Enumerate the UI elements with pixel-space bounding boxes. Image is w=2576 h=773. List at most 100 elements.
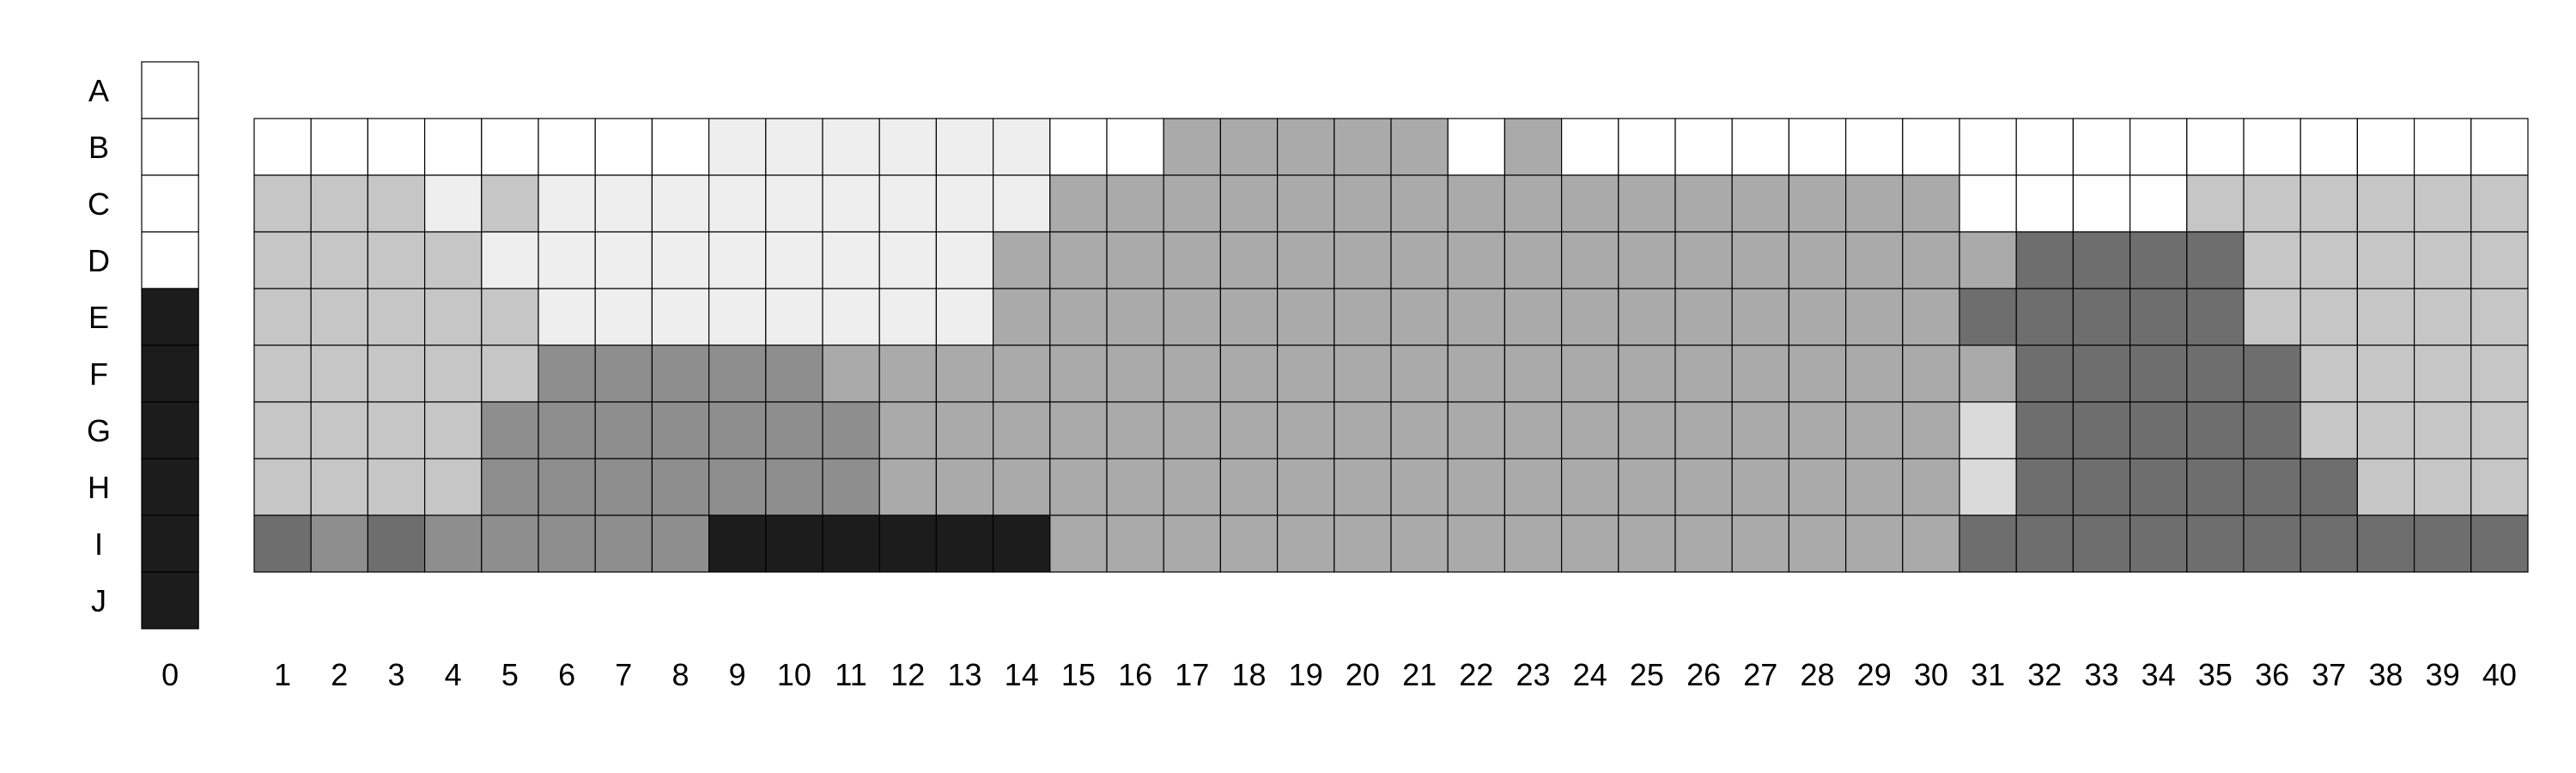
heatmap-cell-G-5	[481, 401, 539, 460]
column-label-14: 14	[1005, 657, 1039, 692]
heatmap-cell-G-32	[2015, 401, 2074, 460]
heatmap-cell-G-16	[1106, 401, 1164, 460]
column-label-16: 16	[1118, 657, 1152, 692]
heatmap-cell-C-23	[1504, 174, 1563, 233]
heatmap-cell-D-8	[651, 231, 710, 289]
heatmap-cell-E-12	[878, 288, 937, 346]
heatmap-cell-F-15	[1049, 344, 1108, 403]
heatmap-cell-I-40	[2470, 514, 2529, 573]
heatmap-cell-E-25	[1618, 288, 1676, 346]
heatmap-cell-B-1	[253, 118, 312, 176]
heatmap-cell-G-6	[538, 401, 596, 460]
heatmap-cell-G-13	[935, 401, 994, 460]
heatmap-cell-D-26	[1674, 231, 1733, 289]
heatmap-cell-E-11	[822, 288, 880, 346]
heatmap-cell-F-11	[822, 344, 880, 403]
heatmap-cell-F-23	[1504, 344, 1563, 403]
column-label-36: 36	[2255, 657, 2289, 692]
heatmap-cell-E-8	[651, 288, 710, 346]
heatmap-cell-B-28	[1788, 118, 1847, 176]
heatmap-cell-F-34	[2129, 344, 2188, 403]
heatmap-cell-D-13	[935, 231, 994, 289]
row-label-C: C	[88, 186, 110, 222]
heatmap-cell-I-3	[367, 514, 426, 573]
heatmap-cell-I-34	[2129, 514, 2188, 573]
heatmap-cell-E-28	[1788, 288, 1847, 346]
row-label-H: H	[88, 470, 110, 505]
heatmap-cell-H-3	[367, 458, 426, 516]
heatmap-cell-H-29	[1845, 458, 1904, 516]
heatmap-cell-F-17	[1163, 344, 1221, 403]
heatmap-cell-I-24	[1560, 514, 1619, 573]
heatmap-cell-D-17	[1163, 231, 1221, 289]
heatmap-cell-E-36	[2243, 288, 2301, 346]
heatmap-cell-B-39	[2414, 118, 2472, 176]
column-label-10: 10	[777, 657, 811, 692]
heatmap-cell-D-31	[1959, 231, 2017, 289]
heatmap-cell-D-18	[1219, 231, 1279, 289]
heatmap-cell-D-9	[708, 231, 767, 289]
heatmap-cell-B-3	[367, 118, 426, 176]
heatmap-cell-C-16	[1106, 174, 1164, 233]
column-label-34: 34	[2142, 657, 2176, 692]
column-label-22: 22	[1459, 657, 1493, 692]
column-label-32: 32	[2027, 657, 2062, 692]
heatmap-cell-H-20	[1334, 458, 1392, 516]
heatmap-cell-D-25	[1618, 231, 1676, 289]
heatmap-cell-G-35	[2186, 401, 2245, 460]
heatmap-cell-G-22	[1447, 401, 1505, 460]
heatmap-cell-D-36	[2243, 231, 2301, 289]
heatmap-cell-D-20	[1334, 231, 1392, 289]
heatmap-cells	[141, 61, 2529, 630]
heatmap-cell-D-28	[1788, 231, 1847, 289]
row-label-B: B	[88, 130, 109, 165]
heatmap-cell-B-10	[765, 118, 823, 176]
heatmap-cell-E-23	[1504, 288, 1563, 346]
heatmap-cell-G-14	[992, 401, 1051, 460]
heatmap-cell-C-24	[1560, 174, 1619, 233]
heatmap-cell-C-10	[765, 174, 823, 233]
heatmap-cell-I-6	[538, 514, 596, 573]
heatmap-cell-I-11	[822, 514, 880, 573]
heatmap-cell-C-32	[2015, 174, 2074, 233]
heatmap-cell-F-26	[1674, 344, 1733, 403]
heatmap-cell-I-14	[992, 514, 1051, 573]
heatmap-cell-C-26	[1674, 174, 1733, 233]
heatmap-cell-F-40	[2470, 344, 2529, 403]
heatmap-cell-H-23	[1504, 458, 1563, 516]
heatmap-cell-D-32	[2015, 231, 2074, 289]
heatmap-cell-I-29	[1845, 514, 1904, 573]
heatmap-cell-I-27	[1731, 514, 1789, 573]
heatmap-cell-G-26	[1674, 401, 1733, 460]
heatmap-cell-I-4	[424, 514, 483, 573]
heatmap-cell-E-3	[367, 288, 426, 346]
heatmap-cell-H-4	[424, 458, 483, 516]
heatmap-cell-G-10	[765, 401, 823, 460]
heatmap-cell-C-36	[2243, 174, 2301, 233]
heatmap-cell-C-13	[935, 174, 994, 233]
heatmap-cell-D-21	[1390, 231, 1449, 289]
column-label-39: 39	[2426, 657, 2460, 692]
row-label-D: D	[88, 243, 110, 278]
heatmap-cell-A-0	[141, 61, 199, 119]
heatmap-cell-C-37	[2300, 174, 2358, 233]
heatmap-cell-E-33	[2072, 288, 2131, 346]
heatmap-cell-F-1	[253, 344, 312, 403]
heatmap-cell-C-30	[1902, 174, 1960, 233]
heatmap-cell-G-33	[2072, 401, 2131, 460]
heatmap-cell-C-35	[2186, 174, 2245, 233]
heatmap-cell-B-24	[1560, 118, 1619, 176]
row-label-G: G	[87, 413, 111, 448]
heatmap-cell-F-22	[1447, 344, 1505, 403]
heatmap-cell-C-11	[822, 174, 880, 233]
heatmap-cell-D-29	[1845, 231, 1904, 289]
column-label-3: 3	[387, 657, 404, 692]
heatmap-cell-I-30	[1902, 514, 1960, 573]
heatmap-cell-D-24	[1560, 231, 1619, 289]
heatmap-cell-E-30	[1902, 288, 1960, 346]
heatmap-cell-H-24	[1560, 458, 1619, 516]
heatmap-cell-F-14	[992, 344, 1051, 403]
heatmap-cell-C-14	[992, 174, 1051, 233]
heatmap-cell-G-15	[1049, 401, 1108, 460]
heatmap-cell-C-18	[1219, 174, 1279, 233]
